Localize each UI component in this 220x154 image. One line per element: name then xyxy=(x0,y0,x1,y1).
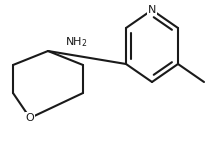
Text: N: N xyxy=(148,5,156,15)
Text: NH$_2$: NH$_2$ xyxy=(65,35,88,49)
Text: O: O xyxy=(26,113,34,123)
